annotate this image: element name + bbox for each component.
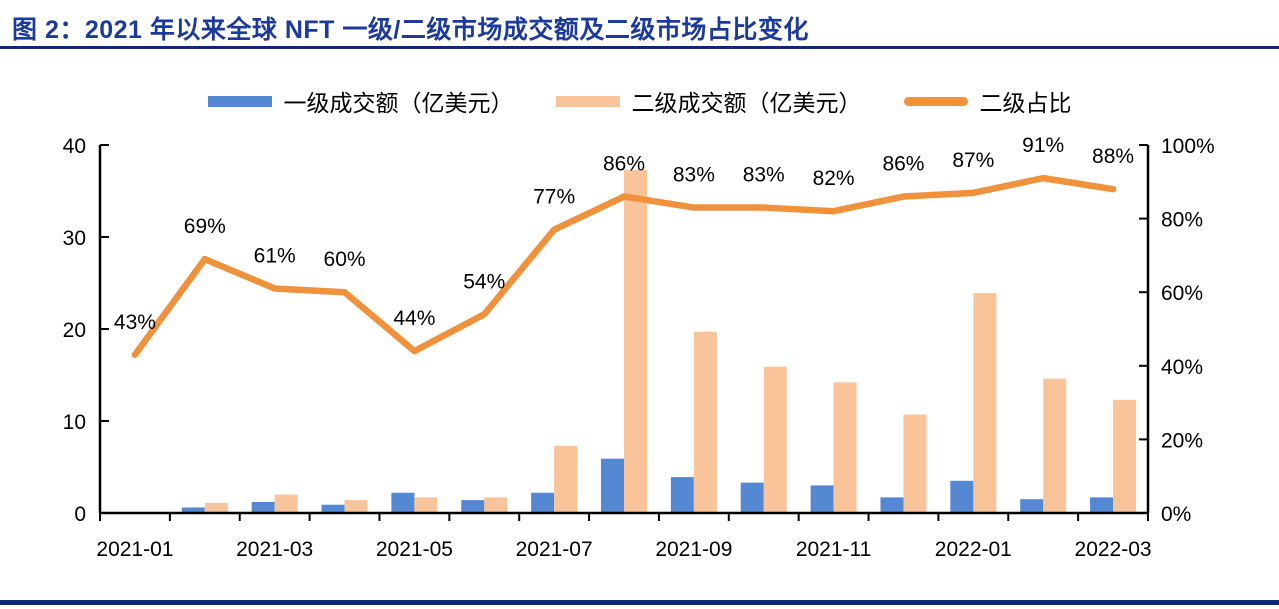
share-data-label-2021-01: 43% (114, 311, 156, 334)
secondary-share-line (131, 174, 1117, 359)
share-data-label-2022-03: 88% (1092, 145, 1134, 168)
legend-label-secondary: 二级成交额（亿美元） (631, 90, 862, 116)
right-axis-tick-label: 60% (1161, 282, 1203, 305)
share-data-label-2021-05: 44% (393, 307, 435, 330)
x-axis-label-2021-01: 2021-01 (96, 538, 173, 561)
right-axis-tick-label: 100% (1161, 135, 1215, 158)
title-divider (0, 46, 1279, 49)
bar-secondary-2021-12 (903, 414, 927, 513)
legend-item-secondary: 二级成交额（亿美元） (555, 84, 862, 118)
bar-secondary-2021-08 (624, 169, 647, 513)
share-data-label-2022-02: 91% (1022, 134, 1064, 157)
bar-secondary-2022-01 (973, 293, 997, 513)
share-data-label-2022-01: 87% (952, 149, 994, 172)
bar-primary-2021-11 (810, 485, 834, 513)
bar-secondary-2022-02 (1043, 378, 1067, 513)
bar-secondary-2021-09 (693, 331, 717, 513)
bar-primary-2021-04 (321, 504, 345, 513)
bar-primary-2022-03 (1090, 497, 1114, 513)
chart-legend: 一级成交额（亿美元） 二级成交额（亿美元） 二级占比 (0, 84, 1279, 118)
legend-label-primary: 一级成交额（亿美元） (283, 90, 514, 116)
share-data-label-2021-11: 82% (813, 167, 855, 190)
right-axis-tick-label: 80% (1161, 209, 1203, 232)
left-axis-tick-label: 30 (63, 227, 86, 250)
left-axis-tick-label: 40 (63, 135, 86, 158)
x-axis-label-2021-05: 2021-05 (376, 538, 453, 561)
bar-primary-2021-09 (670, 477, 694, 513)
x-axis-label-2021-07: 2021-07 (516, 538, 593, 561)
share-data-label-2021-02: 69% (184, 215, 226, 238)
bar-primary-2021-05 (391, 492, 415, 513)
legend-item-primary: 一级成交额（亿美元） (207, 84, 514, 118)
bar-secondary-2021-06 (484, 497, 508, 513)
x-axis-label-2021-09: 2021-09 (655, 538, 732, 561)
x-axis-label-2021-03: 2021-03 (236, 538, 313, 561)
right-axis-tick-label: 0% (1161, 503, 1191, 526)
bar-primary-2021-02 (181, 507, 205, 513)
bar-primary-2021-06 (461, 500, 485, 513)
bar-primary-2021-12 (880, 497, 904, 513)
bar-secondary-2021-02 (204, 502, 228, 513)
bar-primary-2021-07 (531, 492, 555, 513)
bar-secondary-2021-11 (833, 382, 857, 513)
left-axis-tick-label: 0 (74, 503, 86, 526)
share-data-label-2021-10: 83% (743, 164, 785, 187)
bar-secondary-2021-05 (414, 497, 438, 513)
x-axis-label-2022-01: 2022-01 (935, 538, 1012, 561)
right-axis-tick-label: 20% (1161, 429, 1203, 452)
legend-label-share: 二级占比 (979, 90, 1072, 116)
bar-primary-2021-10 (740, 482, 764, 513)
bar-secondary-2021-03 (274, 494, 298, 513)
secondary-series-swatch-icon (555, 95, 620, 107)
bar-primary-2022-01 (950, 480, 974, 513)
share-data-label-2021-07: 77% (533, 186, 575, 209)
figure-title: 图 2：2021 年以来全球 NFT 一级/二级市场成交额及二级市场占比变化 (12, 16, 809, 44)
footer-divider (0, 600, 1279, 605)
share-line-swatch-icon (903, 96, 968, 106)
x-axis-label-2022-03: 2022-03 (1075, 538, 1152, 561)
bar-secondary-2021-10 (763, 366, 787, 513)
share-data-label-2021-09: 83% (673, 164, 715, 187)
share-data-label-2021-06: 54% (463, 270, 505, 293)
bar-primary-2021-08 (601, 458, 624, 513)
legend-item-share-line: 二级占比 (903, 84, 1072, 118)
left-axis-tick-label: 10 (63, 411, 86, 434)
share-data-label-2021-03: 61% (254, 245, 296, 268)
bar-primary-2022-02 (1020, 499, 1044, 513)
bar-secondary-2021-04 (344, 500, 368, 513)
share-data-label-2021-12: 86% (882, 153, 924, 176)
x-axis-label-2021-11: 2021-11 (796, 538, 872, 561)
primary-series-swatch-icon (207, 95, 272, 107)
right-axis-tick-label: 40% (1161, 356, 1203, 379)
left-axis-tick-label: 20 (63, 319, 86, 342)
share-data-label-2021-08: 86% (603, 153, 645, 176)
bar-secondary-2022-03 (1113, 399, 1137, 513)
bar-primary-2021-03 (251, 501, 275, 513)
share-data-label-2021-04: 60% (324, 248, 366, 271)
bar-secondary-2021-07 (554, 445, 578, 513)
